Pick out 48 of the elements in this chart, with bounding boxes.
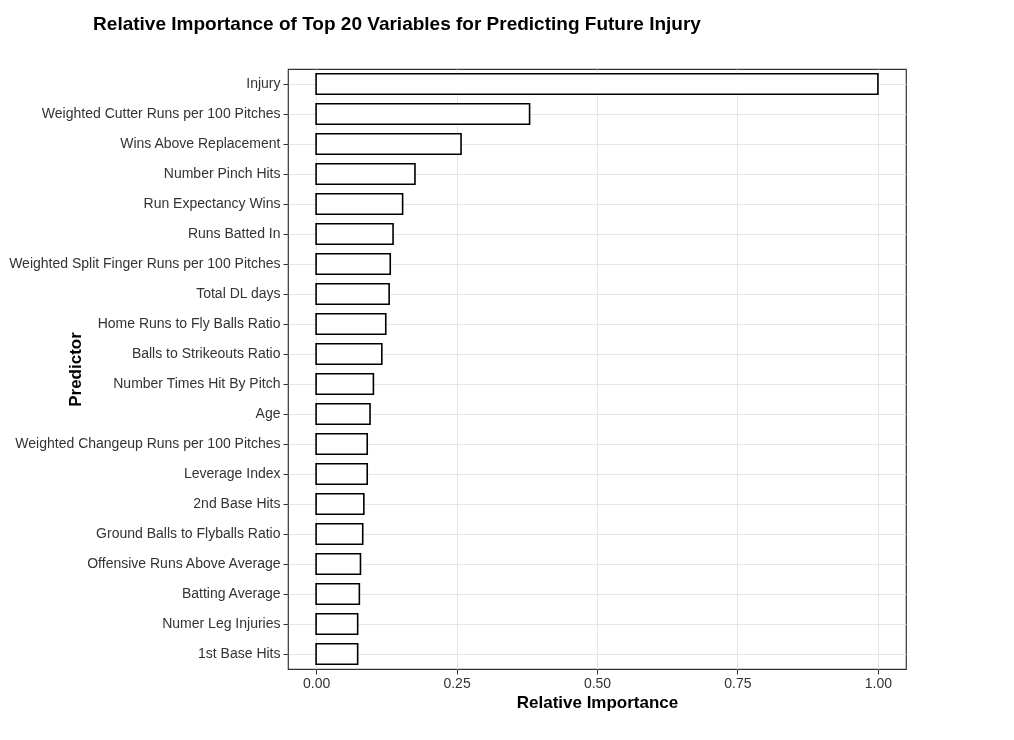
bar: [315, 283, 390, 305]
bar: [315, 553, 362, 575]
y-tick-label: Ground Balls to Flyballs Ratio: [96, 525, 281, 541]
bar: [315, 583, 361, 605]
x-tick-label: 0.50: [583, 674, 612, 691]
y-tick-label: Weighted Cutter Runs per 100 Pitches: [41, 105, 281, 121]
bar: [315, 493, 365, 515]
y-tick-label: Wins Above Replacement: [120, 135, 281, 151]
y-tick-label: Runs Batted In: [187, 225, 281, 241]
y-tick-label: Leverage Index: [183, 465, 281, 481]
bar: [315, 523, 364, 545]
bar: [315, 613, 359, 635]
bar: [315, 313, 387, 335]
y-axis-title: Predictor: [65, 331, 85, 407]
y-tick-label: Age: [255, 405, 281, 421]
y-tick-label: Number Pinch Hits: [163, 165, 281, 181]
bar: [315, 643, 359, 665]
x-tick-label: 0.00: [302, 674, 331, 691]
bar: [315, 193, 404, 215]
bar: [315, 73, 879, 95]
y-tick-label: Home Runs to Fly Balls Ratio: [97, 315, 281, 331]
y-tick-label: 1st Base Hits: [198, 645, 281, 661]
bar: [315, 223, 394, 245]
bar: [315, 343, 383, 365]
y-tick-label: Injury: [246, 75, 281, 91]
y-tick-label: Number Times Hit By Pitch: [113, 375, 281, 391]
y-tick-label: Offensive Runs Above Average: [87, 555, 281, 571]
y-tick-label: Numer Leg Injuries: [162, 615, 281, 631]
x-tick-label: 1.00: [864, 674, 893, 691]
y-tick-label: Weighted Split Finger Runs per 100 Pitches: [9, 255, 281, 271]
chart-title: Relative Importance of Top 20 Variables for Predicting Future Injury: [93, 13, 702, 34]
y-tick-label: Batting Average: [181, 585, 281, 601]
y-tick-label: Run Expectancy Wins: [143, 195, 281, 211]
bar: [315, 103, 531, 125]
bar: [315, 463, 369, 485]
bar: [315, 373, 375, 395]
y-tick-label: 2nd Base Hits: [193, 495, 281, 511]
x-tick-label: 0.75: [724, 674, 752, 691]
bar: [315, 433, 369, 455]
bar: [315, 403, 371, 425]
x-axis-title: Relative Importance: [516, 692, 679, 712]
bar: [315, 133, 462, 155]
bar: [315, 253, 392, 275]
y-tick-label: Total DL days: [196, 285, 281, 301]
bar: [315, 163, 416, 185]
x-tick-label: 0.25: [443, 674, 471, 691]
y-tick-label: Weighted Changeup Runs per 100 Pitches: [15, 435, 281, 451]
y-tick-label: Balls to Strikeouts Ratio: [131, 345, 281, 361]
